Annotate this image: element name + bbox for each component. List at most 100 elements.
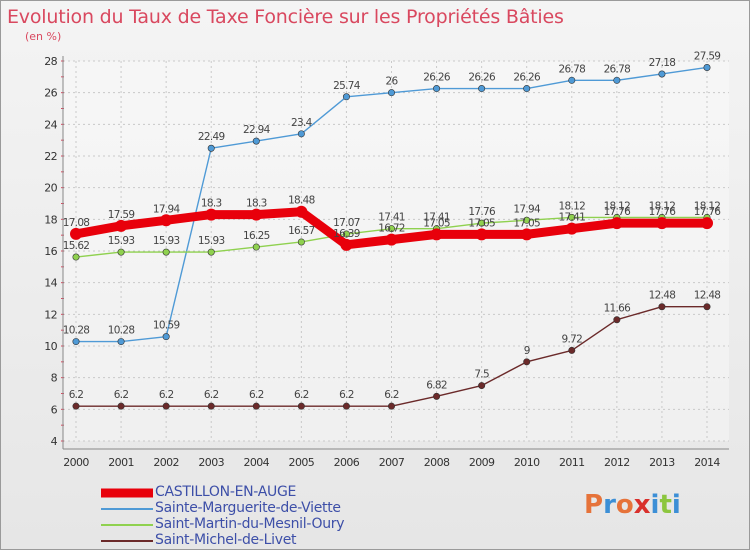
- data-label: 17.41: [423, 212, 450, 224]
- data-point: [387, 402, 395, 410]
- data-label: 17.41: [378, 212, 405, 224]
- y-tick-label: 12: [44, 308, 57, 321]
- y-tick-label: 6: [51, 403, 58, 416]
- data-point: [523, 85, 531, 93]
- y-tick-label: 26: [44, 87, 57, 100]
- data-point: [340, 238, 353, 251]
- data-label: 6.2: [159, 389, 174, 401]
- data-point: [72, 338, 80, 346]
- data-label: 10.28: [63, 325, 90, 337]
- chart-title: Evolution du Taux de Taxe Foncière sur l…: [7, 6, 564, 28]
- data-label: 22.94: [243, 124, 271, 136]
- x-tick-label: 2013: [649, 456, 675, 469]
- data-label: 16.39: [333, 228, 360, 240]
- data-point: [610, 217, 623, 230]
- x-tick-label: 2007: [379, 456, 405, 469]
- data-point: [72, 402, 80, 410]
- data-point: [658, 70, 666, 78]
- legend-swatch: [101, 508, 153, 510]
- x-tick-label: 2000: [63, 456, 89, 469]
- data-point: [655, 217, 668, 230]
- data-point: [207, 402, 215, 410]
- logo-letter: x: [633, 490, 651, 520]
- data-point: [703, 63, 711, 71]
- data-point: [207, 248, 215, 256]
- data-label: 26.78: [559, 63, 586, 75]
- data-label: 18.48: [288, 195, 315, 207]
- data-label: 15.93: [198, 235, 225, 247]
- data-point: [613, 316, 621, 324]
- data-label: 22.49: [198, 131, 225, 143]
- data-label: 18.12: [694, 200, 721, 212]
- legend-label: CASTILLON-EN-AUGE: [155, 484, 297, 500]
- data-point: [478, 219, 486, 227]
- x-tick-label: 2014: [694, 456, 720, 469]
- x-tick-label: 2010: [514, 456, 540, 469]
- data-label: 17.76: [649, 206, 677, 218]
- data-point: [523, 358, 531, 366]
- logo-letter: r: [603, 490, 616, 520]
- y-tick-label: 4: [51, 435, 58, 448]
- data-label: 9: [524, 345, 530, 357]
- data-point: [162, 402, 170, 410]
- y-tick-label: 24: [44, 118, 57, 131]
- data-label: 25.74: [333, 80, 361, 92]
- data-point: [523, 216, 531, 224]
- data-point: [568, 213, 576, 221]
- data-label: 27.18: [649, 57, 676, 69]
- data-point: [252, 137, 260, 145]
- chart-subtitle: (en %): [25, 30, 62, 43]
- data-label: 17.08: [63, 217, 90, 229]
- data-label: 16.72: [378, 223, 405, 235]
- data-point: [387, 89, 395, 97]
- data-label: 10.28: [108, 325, 135, 337]
- data-point: [478, 85, 486, 93]
- x-tick-label: 2002: [153, 456, 179, 469]
- data-label: 6.2: [114, 389, 129, 401]
- data-point: [568, 346, 576, 354]
- x-tick-label: 2004: [243, 456, 269, 469]
- y-tick-label: 28: [44, 55, 57, 68]
- data-label: 6.2: [204, 389, 219, 401]
- data-label: 17.76: [694, 206, 722, 218]
- data-label: 18.3: [246, 198, 267, 210]
- data-point: [252, 243, 260, 251]
- data-point: [115, 219, 128, 232]
- y-tick-label: 8: [51, 372, 58, 385]
- data-label: 17.41: [559, 212, 586, 224]
- y-tick-label: 14: [44, 277, 57, 290]
- data-point: [295, 205, 308, 218]
- data-label: 18.12: [649, 200, 676, 212]
- logo-letter: i: [650, 490, 660, 520]
- data-label: 23.4: [291, 117, 313, 129]
- x-tick-label: 2005: [289, 456, 315, 469]
- data-point: [117, 402, 125, 410]
- y-tick-label: 20: [44, 182, 57, 195]
- data-label: 17.59: [108, 209, 135, 221]
- data-label: 27.59: [694, 50, 721, 62]
- data-label: 15.93: [153, 235, 180, 247]
- data-label: 17.76: [468, 206, 496, 218]
- data-point: [658, 303, 666, 311]
- data-point: [342, 93, 350, 101]
- data-point: [160, 214, 173, 227]
- data-point: [250, 208, 263, 221]
- data-label: 16.57: [288, 225, 315, 237]
- data-label: 17.05: [468, 217, 495, 229]
- x-tick-label: 2012: [604, 456, 630, 469]
- data-label: 10.59: [153, 320, 180, 332]
- logo-letter: t: [659, 490, 672, 520]
- data-label: 17.05: [513, 217, 540, 229]
- data-point: [701, 217, 713, 230]
- data-label: 18.12: [559, 200, 586, 212]
- data-label: 26.26: [513, 72, 541, 84]
- y-tick-label: 22: [44, 150, 57, 163]
- data-point: [117, 248, 125, 256]
- x-tick-label: 2011: [559, 456, 585, 469]
- data-label: 11.66: [604, 303, 632, 315]
- legend-label: Saint-Michel-de-Livet: [155, 532, 297, 548]
- x-tick-label: 2006: [334, 456, 360, 469]
- data-point: [162, 333, 170, 341]
